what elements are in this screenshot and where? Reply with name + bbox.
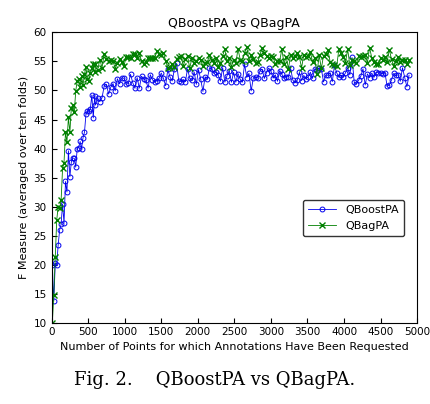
Y-axis label: F Measure (averaged over ten folds): F Measure (averaged over ten folds) <box>19 76 29 279</box>
QBagPA <box>60 166 65 171</box>
QBoostPA <box>233 80 238 85</box>
QBagPA <box>52 254 58 259</box>
Line: QBagPA: QBagPA <box>49 44 412 326</box>
QBagPA <box>231 57 236 62</box>
QBagPA <box>244 45 249 50</box>
Text: Fig. 2.    QBoostPA vs QBagPA.: Fig. 2. QBoostPA vs QBagPA. <box>74 371 356 389</box>
QBoostPA <box>50 263 55 267</box>
Legend: QBoostPA, QBagPA: QBoostPA, QBagPA <box>303 200 404 236</box>
QBoostPA <box>61 221 67 225</box>
QBagPA <box>310 59 315 64</box>
X-axis label: Number of Points for which Annotations Have Been Requested: Number of Points for which Annotations H… <box>60 341 409 351</box>
QBagPA <box>76 77 81 82</box>
Title: QBoostPA vs QBagPA: QBoostPA vs QBagPA <box>169 17 300 30</box>
QBagPA <box>50 321 55 326</box>
QBoostPA <box>54 262 59 267</box>
Line: QBoostPA: QBoostPA <box>50 55 412 303</box>
QBoostPA <box>310 76 315 81</box>
QBoostPA <box>280 72 285 77</box>
QBagPA <box>406 58 412 63</box>
QBoostPA <box>406 73 412 78</box>
QBoostPA <box>350 55 355 60</box>
QBoostPA <box>77 139 83 144</box>
QBagPA <box>280 47 285 52</box>
QBoostPA <box>51 299 56 303</box>
